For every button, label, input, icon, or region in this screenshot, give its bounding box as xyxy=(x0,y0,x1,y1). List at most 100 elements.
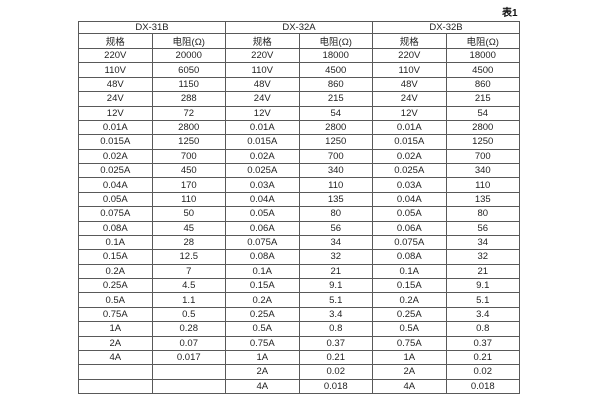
spec-cell: 0.1A xyxy=(372,263,447,280)
spec-cell: 0.1A xyxy=(225,263,300,280)
spec-cell: 4A xyxy=(372,378,447,395)
spec-cell: 0.25A xyxy=(78,277,153,294)
group-header-dx-31b: DX-31B xyxy=(78,21,226,34)
resistance-cell: 3.4 xyxy=(298,306,373,323)
resistance-cell: 215 xyxy=(445,91,520,107)
spec-cell: 0.05A xyxy=(78,191,153,208)
resistance-cell: 215 xyxy=(298,91,373,107)
table-row: 2A 0.02 2A 0.02 xyxy=(78,364,520,380)
resistance-cell: 0.21 xyxy=(298,349,373,366)
spec-cell: 0.025A xyxy=(78,162,153,179)
spec-cell xyxy=(78,364,153,380)
resistance-cell: 288 xyxy=(151,91,226,107)
resistance-cell xyxy=(151,364,226,380)
spec-cell: 2A xyxy=(225,364,300,380)
spec-cell: 0.1A xyxy=(78,234,153,251)
resistance-cell: 34 xyxy=(445,234,520,251)
table-row: 220V 20000 220V 18000 220V 18000 xyxy=(78,47,520,64)
spec-cell: 220V xyxy=(225,47,300,64)
spec-cell: 110V xyxy=(372,62,447,78)
resistance-cell: 0.02 xyxy=(445,364,520,380)
table-header: DX-31B DX-32A DX-32B 规格 电阻(Ω) 规格 电阻(Ω) 规格 电阻(Ω) xyxy=(78,21,520,49)
resistance-cell: 50 xyxy=(151,206,226,222)
table-row: 0.75A 0.5 0.25A 3.4 0.25A 3.4 xyxy=(78,306,520,323)
resistance-column-header: 电阻(Ω) xyxy=(151,33,226,49)
spec-cell: 48V xyxy=(372,76,447,93)
resistance-cell: 21 xyxy=(298,263,373,280)
resistance-cell: 110 xyxy=(298,177,373,193)
spec-cell: 48V xyxy=(78,76,153,93)
table-row: 1A 0.28 0.5A 0.8 0.5A 0.8 xyxy=(78,321,520,337)
table-row: 0.05A 110 0.04A 135 0.04A 135 xyxy=(78,191,520,208)
spec-cell: 12V xyxy=(225,105,300,121)
table-row: 0.015A 1250 0.015A 1250 0.015A 1250 xyxy=(78,134,520,150)
spec-cell: 0.08A xyxy=(372,249,447,265)
resistance-cell: 45 xyxy=(151,220,226,236)
resistance-cell: 110 xyxy=(151,191,226,208)
resistance-cell: 0.02 xyxy=(298,364,373,380)
resistance-cell: 860 xyxy=(298,76,373,93)
spec-cell: 220V xyxy=(78,47,153,64)
resistance-cell: 700 xyxy=(445,148,520,165)
spec-cell: 0.75A xyxy=(78,306,153,323)
resistance-cell: 0.018 xyxy=(445,378,520,395)
spec-cell: 24V xyxy=(78,91,153,107)
resistance-cell: 4500 xyxy=(298,62,373,78)
resistance-cell: 32 xyxy=(298,249,373,265)
spec-column-header: 规格 xyxy=(78,33,153,49)
table-row: 2A 0.07 0.75A 0.37 0.75A 0.37 xyxy=(78,335,520,351)
table-row: 110V 6050 110V 4500 110V 4500 xyxy=(78,62,520,78)
spec-cell: 0.08A xyxy=(78,220,153,236)
spec-cell: 110V xyxy=(225,62,300,78)
table-row: 24V 288 24V 215 24V 215 xyxy=(78,91,520,107)
spec-cell: 0.04A xyxy=(372,191,447,208)
resistance-cell: 4500 xyxy=(445,62,520,78)
spec-cell: 0.15A xyxy=(372,277,447,294)
spec-cell: 0.04A xyxy=(78,177,153,193)
spec-cell: 0.01A xyxy=(372,119,447,136)
resistance-cell: 18000 xyxy=(445,47,520,64)
spec-cell: 0.25A xyxy=(372,306,447,323)
table-row: 0.075A 50 0.05A 80 0.05A 80 xyxy=(78,206,520,222)
spec-cell: 0.075A xyxy=(225,234,300,251)
resistance-cell: 110 xyxy=(445,177,520,193)
table-row: 48V 1150 48V 860 48V 860 xyxy=(78,76,520,93)
spec-cell: 12V xyxy=(78,105,153,121)
resistance-cell: 2800 xyxy=(445,119,520,136)
group-header-dx-32b: DX-32B xyxy=(372,21,520,34)
resistance-cell: 34 xyxy=(298,234,373,251)
resistance-cell: 0.37 xyxy=(445,335,520,351)
table-row: 0.2A 7 0.1A 21 0.1A 21 xyxy=(78,263,520,280)
resistance-cell: 80 xyxy=(298,206,373,222)
spec-cell: 24V xyxy=(225,91,300,107)
resistance-cell: 7 xyxy=(151,263,226,280)
resistance-cell: 860 xyxy=(445,76,520,93)
spec-cell: 0.25A xyxy=(225,306,300,323)
spec-cell: 0.5A xyxy=(372,321,447,337)
table-row: 0.08A 45 0.06A 56 0.06A 56 xyxy=(78,220,520,236)
table-row: 0.02A 700 0.02A 700 0.02A 700 xyxy=(78,148,520,165)
resistance-cell: 5.1 xyxy=(445,292,520,308)
resistance-cell: 0.21 xyxy=(445,349,520,366)
resistance-cell: 80 xyxy=(445,206,520,222)
spec-cell: 0.02A xyxy=(78,148,153,165)
resistance-cell: 2800 xyxy=(151,119,226,136)
resistance-cell: 2800 xyxy=(298,119,373,136)
resistance-cell: 9.1 xyxy=(298,277,373,294)
table-row: 0.01A 2800 0.01A 2800 0.01A 2800 xyxy=(78,119,520,136)
spec-cell: 0.015A xyxy=(372,134,447,150)
resistance-cell: 20000 xyxy=(151,47,226,64)
spec-cell: 0.75A xyxy=(372,335,447,351)
spec-cell: 0.075A xyxy=(372,234,447,251)
resistance-cell: 0.8 xyxy=(298,321,373,337)
spec-cell: 24V xyxy=(372,91,447,107)
resistance-cell: 3.4 xyxy=(445,306,520,323)
resistance-cell: 56 xyxy=(298,220,373,236)
spec-column-header: 规格 xyxy=(225,33,300,49)
resistance-cell: 1250 xyxy=(298,134,373,150)
resistance-cell: 21 xyxy=(445,263,520,280)
spec-cell: 0.01A xyxy=(225,119,300,136)
resistance-cell: 32 xyxy=(445,249,520,265)
resistance-column-header: 电阻(Ω) xyxy=(298,33,373,49)
spec-cell: 0.5A xyxy=(78,292,153,308)
